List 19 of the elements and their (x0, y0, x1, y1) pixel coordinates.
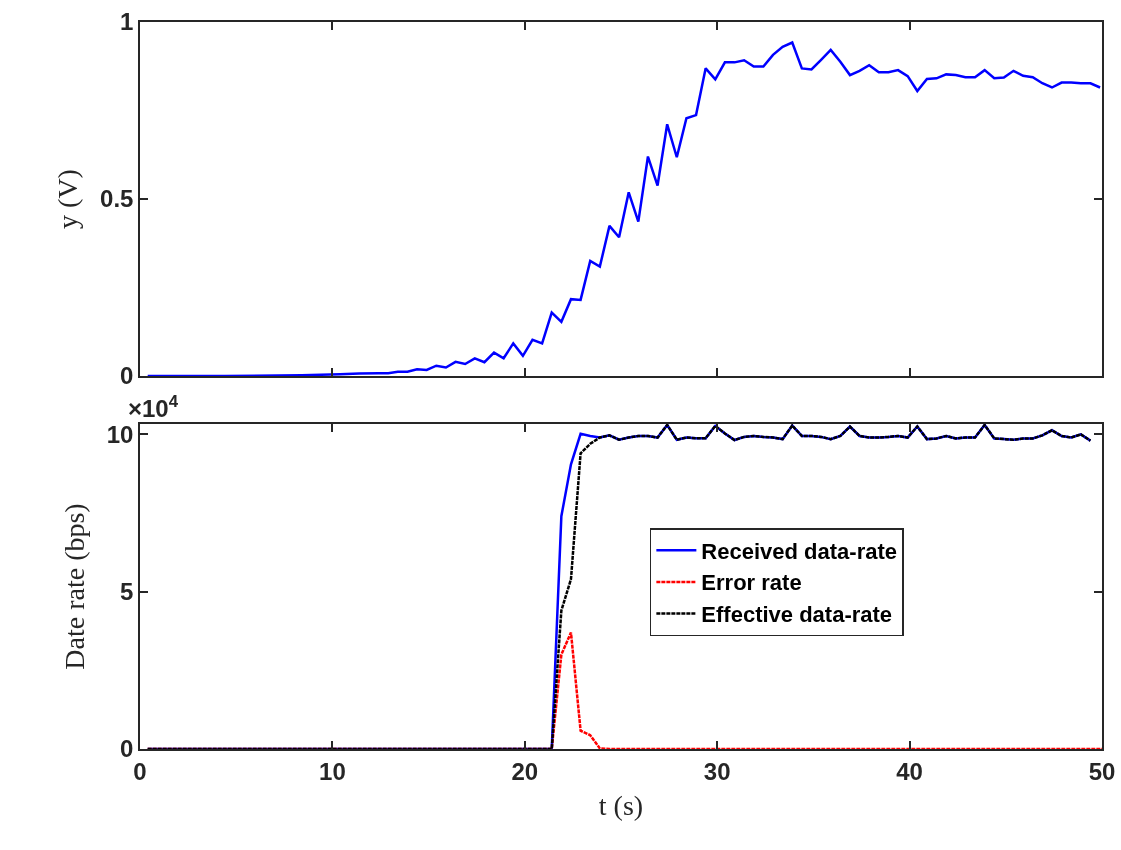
y-tick-label: 10 (106, 420, 134, 448)
x-tick-label: 10 (319, 757, 346, 785)
x-tick-label: 50 (1088, 757, 1116, 785)
x-axis-title: t (s) (598, 790, 644, 822)
y-axis-title: y (V) (52, 169, 84, 229)
y-axis-title: Date rate (bps) (58, 503, 90, 670)
legend-label: Effective data-rate (701, 602, 893, 628)
y-tick-label: 0 (120, 735, 134, 763)
x-tick-label: 20 (511, 757, 539, 785)
line-series (146, 41, 1102, 376)
text: ×10$^{4}$ (128, 391, 179, 422)
y-tick-label: 0 (120, 362, 134, 390)
legend-label: Error rate (701, 570, 802, 596)
y-tick-label: 1 (120, 8, 134, 36)
y-tick-label: 0.5 (100, 185, 134, 213)
legend-label: Received data-rate (701, 538, 898, 564)
y-tick-label: 5 (120, 578, 134, 606)
x-tick-label: 30 (703, 757, 731, 785)
x-tick-label: 40 (896, 757, 923, 785)
